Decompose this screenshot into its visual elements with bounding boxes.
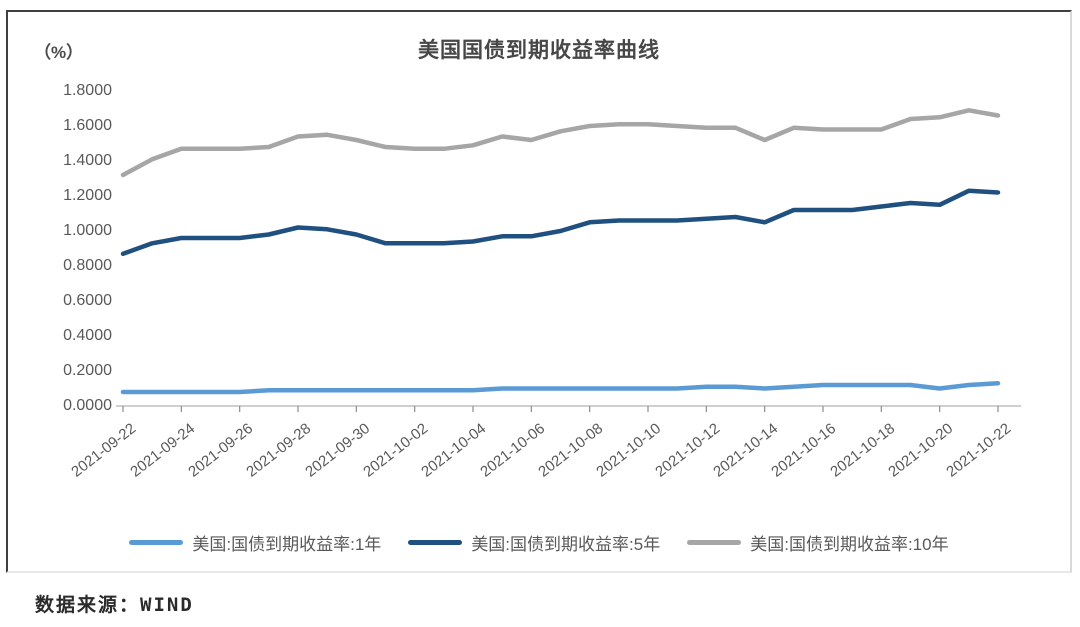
- y-tick-label: 0.2000: [63, 362, 112, 379]
- legend-item-1y: 美国:国债到期收益率:1年: [129, 530, 381, 555]
- y-tick-label: 0.8000: [63, 257, 112, 274]
- y-tick-label: 1.0000: [63, 222, 112, 239]
- data-source-label: 数据来源：WIND: [35, 594, 194, 616]
- legend-label-1y: 美国:国债到期收益率:1年: [192, 535, 382, 554]
- y-tick-label: 1.6000: [63, 117, 112, 134]
- y-tick-label: 1.2000: [63, 187, 112, 204]
- y-tick-label: 1.4000: [63, 152, 112, 169]
- legend-label-5y: 美国:国债到期收益率:5年: [471, 535, 661, 554]
- chart-title: 美国国债到期收益率曲线: [418, 39, 660, 62]
- y-tick-label: 0.4000: [63, 327, 112, 344]
- y-tick-label: 0.0000: [63, 397, 112, 414]
- chart-legend: 美国:国债到期收益率:1年 美国:国债到期收益率:5年 美国:国债到期收益率:1…: [8, 530, 1070, 555]
- legend-swatch-1y-icon: [129, 540, 184, 545]
- legend-swatch-5y-icon: [408, 540, 463, 545]
- y-axis-labels: 0.0000 0.2000 0.4000 0.6000 0.8000 1.0000 1.20…: [8, 12, 112, 571]
- legend-item-5y: 美国:国债到期收益率:5年: [408, 530, 660, 555]
- chart-svg: [116, 108, 1021, 412]
- legend-swatch-10y-icon: [687, 540, 742, 545]
- chart-panel: （%） 美国国债到期收益率曲线 0.0000 0.2000 0.4000 0.6000…: [6, 10, 1072, 573]
- y-tick-label: 1.8000: [63, 82, 112, 99]
- y-axis-unit-label: （%）: [34, 43, 84, 62]
- legend-label-10y: 美国:国债到期收益率:10年: [750, 535, 949, 554]
- y-tick-label: 0.6000: [63, 292, 112, 309]
- legend-item-10y: 美国:国债到期收益率:10年: [687, 530, 949, 555]
